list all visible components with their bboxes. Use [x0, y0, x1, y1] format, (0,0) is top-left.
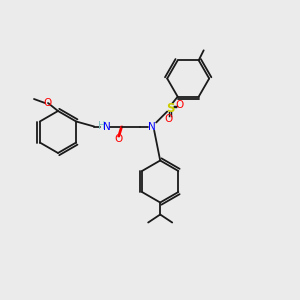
Text: O: O [175, 100, 183, 110]
Text: O: O [164, 113, 172, 124]
Text: O: O [114, 134, 122, 143]
Text: S: S [166, 102, 174, 115]
Text: H: H [98, 121, 106, 131]
Text: N: N [148, 122, 156, 131]
Text: O: O [44, 98, 52, 108]
Text: N: N [103, 122, 111, 131]
